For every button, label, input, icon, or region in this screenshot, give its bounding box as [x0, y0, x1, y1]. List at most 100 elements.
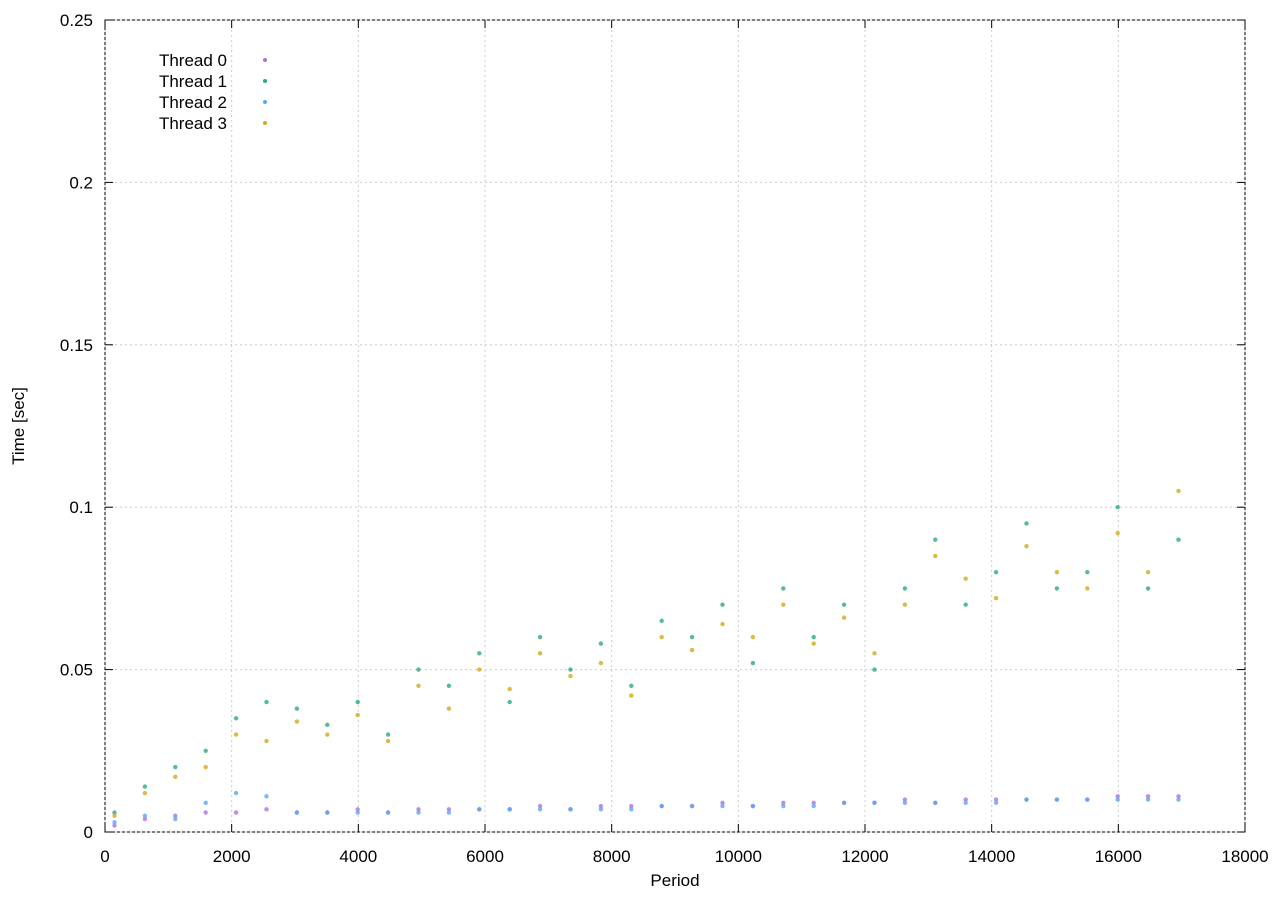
x-tick-label: 10000: [715, 847, 762, 866]
x-tick-label: 0: [100, 847, 109, 866]
point: [112, 820, 117, 825]
point: [233, 790, 239, 796]
point: [112, 810, 117, 815]
point: [1115, 797, 1120, 802]
legend-marker: [263, 58, 267, 62]
point: [659, 634, 664, 640]
point: [355, 712, 360, 718]
point: [173, 816, 178, 822]
x-tick-label: 8000: [593, 847, 631, 866]
point: [294, 719, 300, 724]
point: [112, 823, 117, 828]
point: [537, 803, 543, 809]
point: [872, 651, 877, 656]
point: [1115, 505, 1120, 510]
point: [446, 807, 452, 812]
point: [963, 602, 968, 607]
point: [993, 569, 999, 575]
point: [811, 634, 816, 640]
legend-marker: [263, 79, 267, 83]
point: [355, 810, 360, 815]
point: [507, 686, 512, 692]
point: [537, 634, 543, 640]
point: [446, 810, 452, 815]
point: [598, 660, 604, 666]
point: [689, 803, 695, 809]
x-tick-label: 4000: [339, 847, 377, 866]
point: [264, 794, 269, 799]
point: [933, 800, 938, 805]
y-tick-label: 0.15: [60, 336, 93, 355]
point: [233, 716, 239, 721]
point: [416, 807, 421, 812]
point: [1145, 794, 1151, 799]
point: [902, 602, 908, 607]
point: [933, 537, 938, 542]
point: [173, 764, 178, 770]
point: [568, 673, 573, 679]
point: [325, 722, 330, 728]
point: [1145, 586, 1151, 591]
point: [537, 807, 543, 812]
x-tick-label: 12000: [841, 847, 888, 866]
point: [993, 797, 999, 802]
point: [294, 706, 300, 711]
point: [1115, 530, 1120, 536]
point: [750, 660, 756, 666]
point: [233, 732, 239, 737]
point: [355, 807, 360, 812]
point: [264, 738, 269, 744]
x-tick-label: 16000: [1095, 847, 1142, 866]
point: [689, 634, 695, 640]
point: [142, 784, 148, 789]
point: [629, 807, 634, 812]
point: [233, 810, 239, 815]
point: [933, 553, 938, 559]
point: [355, 699, 360, 705]
y-tick-label: 0.1: [69, 498, 93, 517]
point: [993, 595, 999, 601]
legend-marker: [263, 100, 267, 104]
point: [507, 699, 512, 705]
point: [598, 641, 604, 646]
point: [1085, 586, 1090, 591]
point: [1024, 797, 1029, 802]
point: [1145, 569, 1151, 575]
point: [416, 683, 421, 689]
point: [203, 810, 208, 815]
point: [416, 810, 421, 815]
y-tick-label: 0: [84, 823, 93, 842]
point: [781, 602, 786, 607]
point: [112, 813, 117, 818]
point: [446, 706, 452, 711]
point: [872, 800, 877, 805]
point: [1085, 797, 1090, 802]
point: [689, 647, 695, 653]
legend-label: Thread 3: [159, 114, 227, 133]
point: [568, 807, 573, 812]
point: [1176, 488, 1181, 494]
legend-label: Thread 0: [159, 51, 227, 70]
point: [963, 576, 968, 581]
point: [1176, 797, 1181, 802]
point: [1024, 543, 1029, 549]
point: [1176, 537, 1181, 542]
point: [142, 813, 148, 818]
point: [203, 748, 208, 753]
point: [173, 813, 178, 818]
point: [1115, 794, 1120, 799]
point: [872, 667, 877, 672]
point: [142, 790, 148, 796]
point: [963, 797, 968, 802]
point: [811, 641, 816, 646]
y-tick-label: 0.25: [60, 11, 93, 30]
point: [811, 800, 816, 805]
point: [902, 800, 908, 805]
point: [993, 800, 999, 805]
point: [385, 732, 391, 737]
x-tick-label: 18000: [1221, 847, 1268, 866]
point: [781, 803, 786, 809]
y-axis-label: Time [sec]: [9, 387, 28, 465]
point: [841, 615, 847, 620]
